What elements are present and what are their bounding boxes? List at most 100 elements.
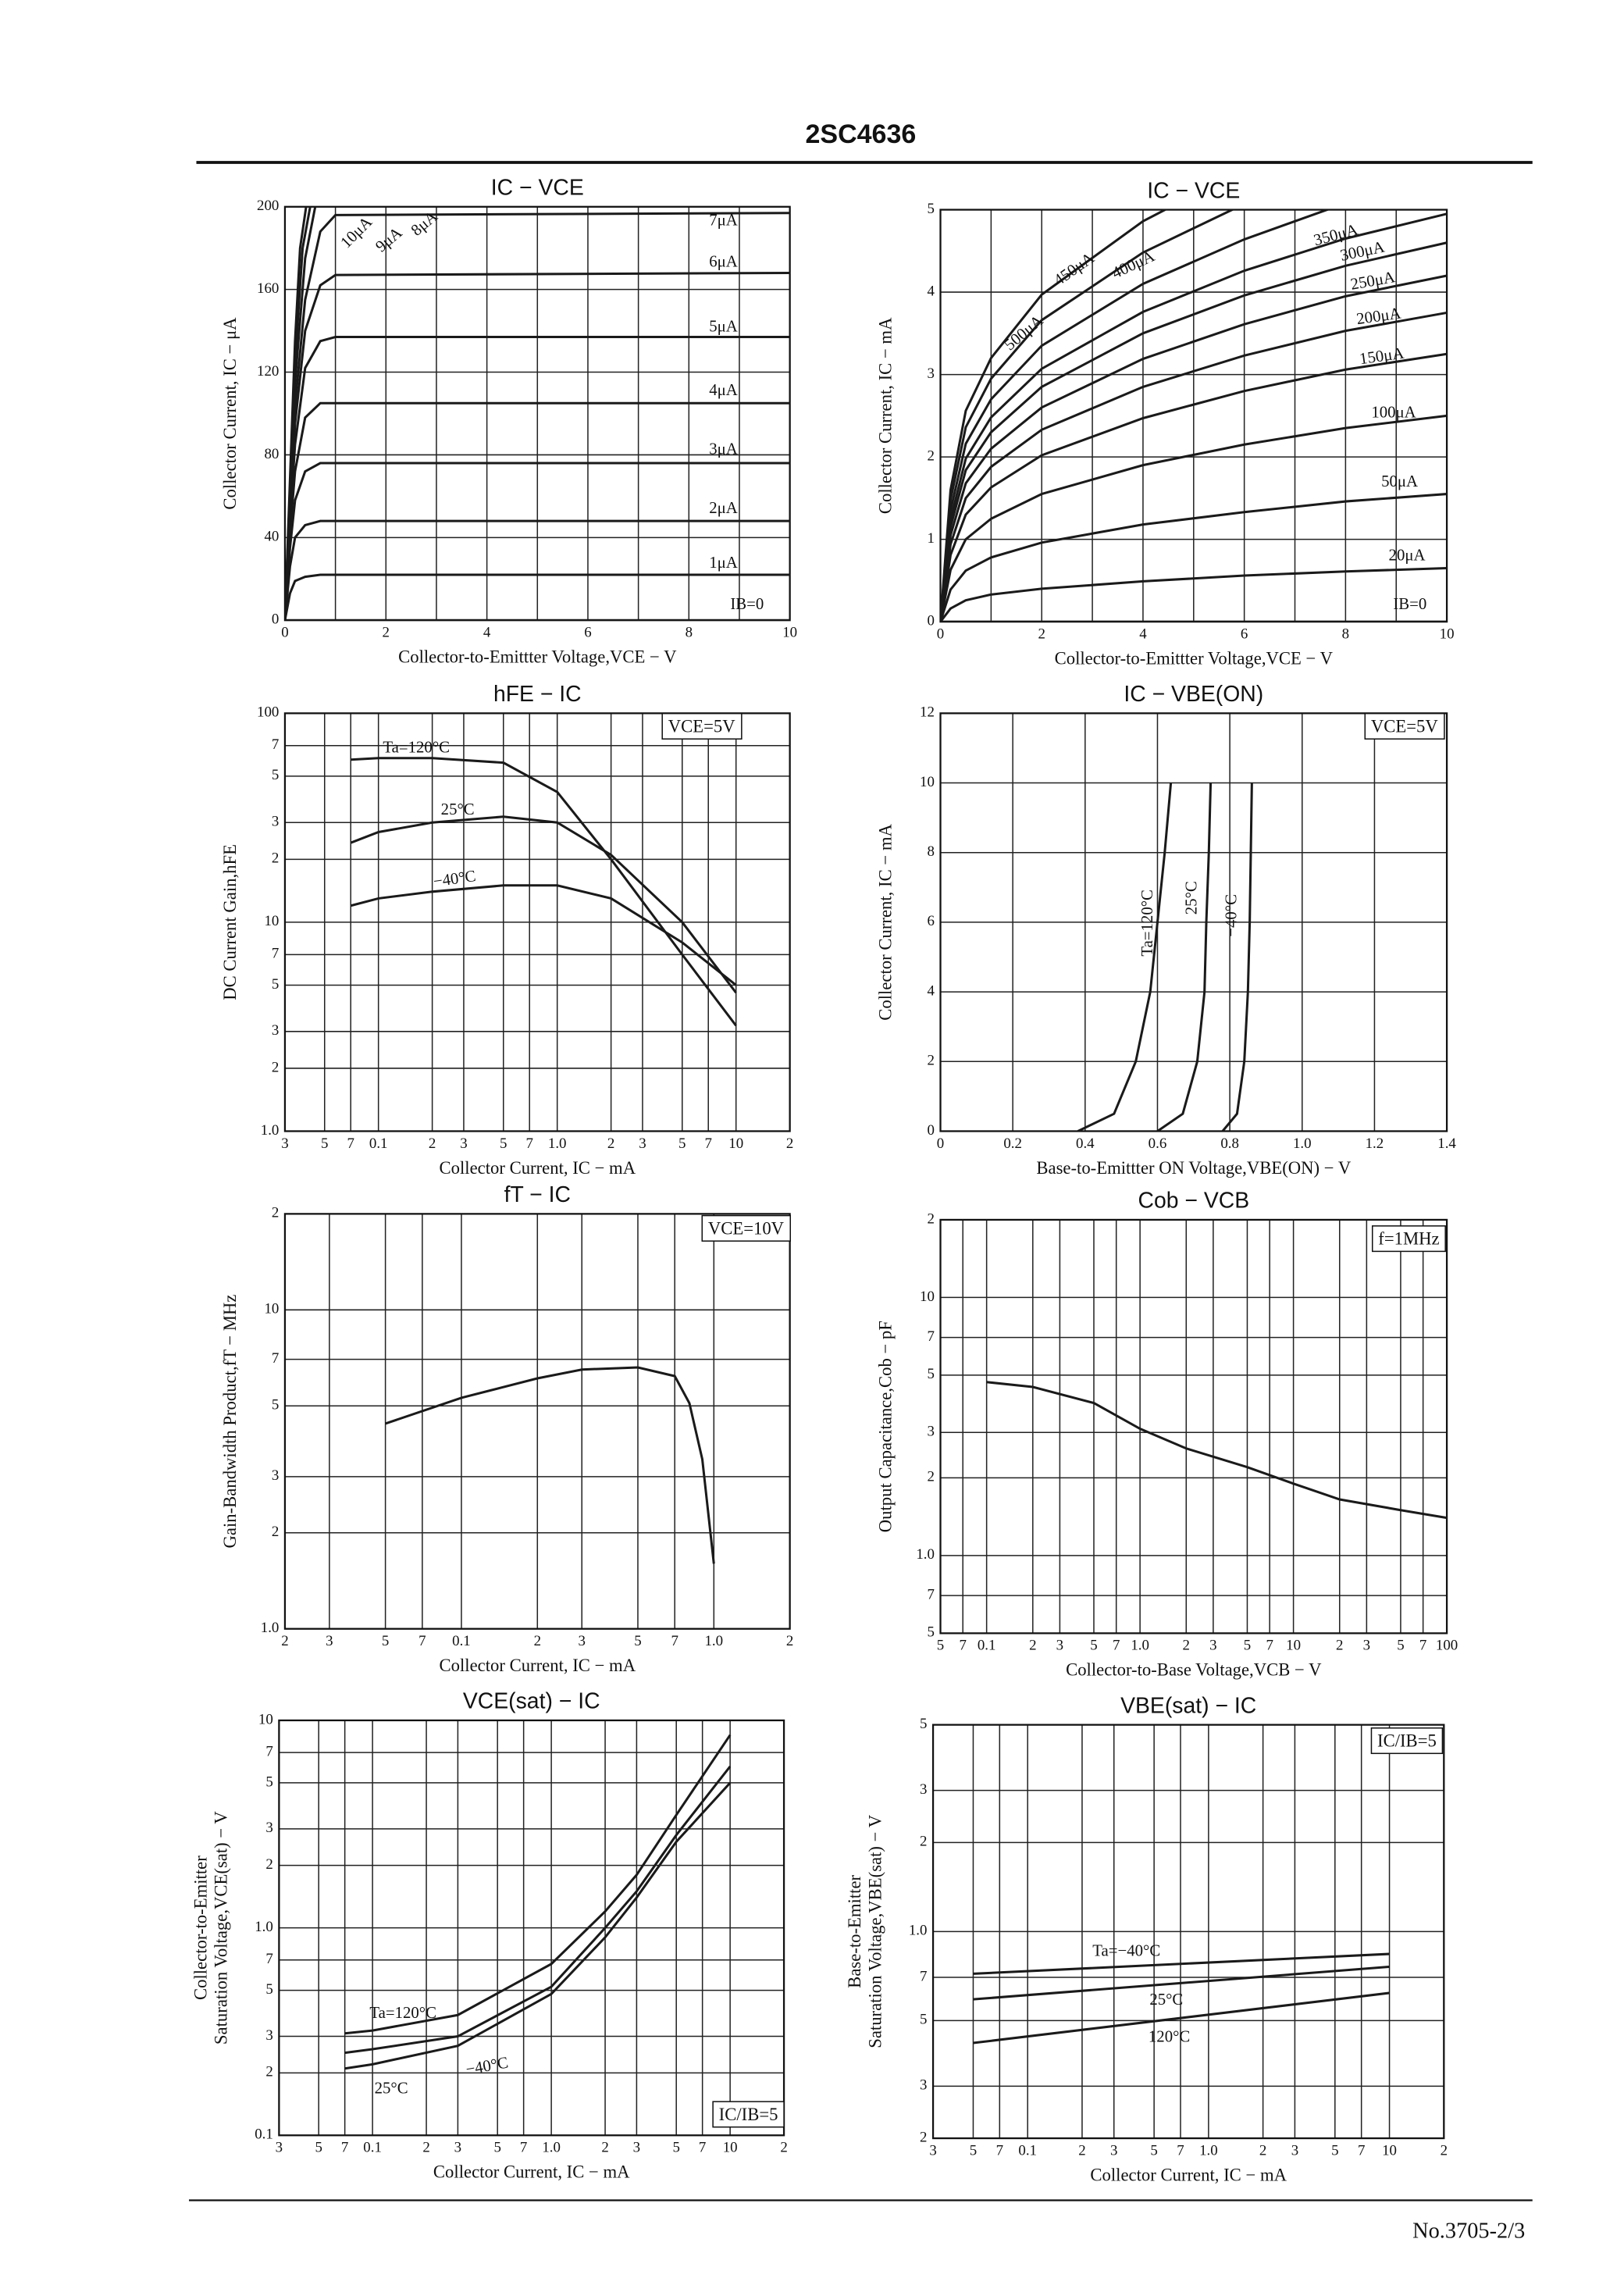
series-label: 2μA (709, 499, 738, 517)
x-tick-label: 3 (639, 1135, 646, 1152)
y-tick-label: 80 (264, 446, 279, 462)
y-tick-label: 0.1 (255, 2126, 273, 2143)
x-axis-label: Collector-to-Emittter Voltage,VCE − V (1055, 648, 1334, 668)
chart-title: VBE(sat) − IC (1120, 1693, 1256, 1718)
x-tick-label: 5 (634, 1633, 641, 1649)
y-axis-label: Base-to-Emitter (845, 1874, 864, 1987)
y-tick-label: 1.0 (261, 1620, 280, 1636)
plot-frame (278, 1719, 785, 2137)
note-box (661, 712, 743, 740)
chart-title: IC − VCE (491, 176, 584, 201)
plot-frame (931, 1724, 1445, 2140)
x-tick-label: 2 (1038, 626, 1045, 642)
x-tick-label: 5 (321, 1135, 328, 1152)
x-tick-label: 2 (1078, 2142, 1085, 2159)
note-box (1371, 1225, 1446, 1253)
x-tick-label: 2 (786, 1633, 793, 1649)
x-tick-label: 7 (1358, 2142, 1365, 2159)
x-tick-label: 5 (382, 1633, 389, 1649)
series-label: 5μA (709, 318, 738, 336)
y-tick-label: 7 (265, 1743, 272, 1759)
x-axis-label: Base-to-Emittter ON Voltage,VBE(ON) − V (1036, 1158, 1351, 1178)
curve (973, 1991, 1390, 2044)
series-label: −40°C (432, 867, 476, 890)
y-tick-label: 160 (257, 280, 279, 297)
x-tick-label: 0.4 (1076, 1135, 1095, 1152)
x-tick-label: 5 (678, 1135, 686, 1152)
x-tick-label: 5 (672, 2140, 679, 2156)
x-tick-label: 0.1 (1018, 2142, 1037, 2159)
series-label: 120°C (1149, 2027, 1190, 2045)
x-tick-label: 2 (383, 625, 390, 641)
y-tick-label: 5 (272, 976, 279, 993)
y-tick-label: 3 (920, 2077, 927, 2094)
y-tick-label: 2 (272, 850, 279, 867)
curve (284, 206, 308, 621)
y-tick-label: 5 (927, 1624, 934, 1641)
x-axis-label: Collector Current, IC − mA (439, 1158, 636, 1178)
x-tick-label: 10 (723, 2140, 738, 2156)
x-axis-label: Collector Current, IC − mA (433, 2162, 630, 2182)
y-tick-label: 2 (272, 1524, 279, 1540)
y-tick-label: 120 (257, 363, 279, 380)
x-tick-label: 2 (607, 1135, 614, 1152)
curve (350, 815, 737, 994)
y-axis-label: Gain-Bandwidth Product,fT − MHz (220, 1295, 240, 1549)
y-axis-label: DC Current Gain,hFE (220, 844, 240, 1000)
x-tick-label: 7 (671, 1633, 678, 1649)
plot-area (940, 209, 1448, 622)
note: f=1MHz (1378, 1229, 1439, 1249)
plot-frame (939, 712, 1448, 1132)
y-tick-label: 2 (272, 1059, 279, 1075)
x-tick-label: 0.1 (369, 1135, 388, 1152)
x-tick-label: 7 (699, 2140, 706, 2156)
x-tick-label: 7 (704, 1135, 711, 1152)
x-tick-label: 7 (347, 1135, 354, 1152)
note: IC/IB=5 (719, 2105, 778, 2124)
x-tick-label: 3 (1110, 2142, 1117, 2159)
y-tick-label: 1.0 (255, 1919, 273, 1935)
y-tick-label: 3 (265, 1820, 272, 1836)
y-axis-label: Collector Current, IC − mA (876, 824, 896, 1021)
y-tick-label: 7 (920, 1968, 927, 1984)
y-tick-label: 10 (264, 1301, 279, 1317)
y-tick-label: 2 (927, 447, 934, 464)
x-tick-label: 2 (1259, 2142, 1266, 2159)
y-tick-label: 7 (927, 1328, 934, 1345)
series-label: IB=0 (730, 595, 764, 613)
y-tick-label: 7 (272, 736, 279, 753)
x-tick-label: 5 (1090, 1638, 1097, 1654)
y-tick-label: 7 (265, 1951, 272, 1967)
x-tick-label: 3 (1291, 2142, 1298, 2159)
x-tick-label: 6 (584, 625, 591, 641)
chart-title: VCE(sat) − IC (463, 1689, 600, 1714)
x-tick-label: 2 (1336, 1638, 1343, 1654)
page-number: No.3705-2/3 (1412, 2219, 1525, 2244)
x-tick-label: 5 (315, 2140, 322, 2156)
series-label: 25°C (441, 800, 475, 818)
x-tick-label: 7 (996, 2142, 1003, 2159)
curve (344, 1765, 732, 2055)
note-box (712, 2101, 785, 2128)
curve (940, 209, 1331, 622)
x-tick-label: 2 (780, 2140, 787, 2156)
curve (1156, 783, 1213, 1132)
series-label: 250μA (1349, 268, 1396, 294)
curve (385, 1366, 715, 1564)
plot-frame (283, 712, 791, 1132)
x-tick-label: 3 (276, 2140, 283, 2156)
series-label: 4μA (709, 381, 738, 399)
x-tick-label: 3 (633, 2140, 640, 2156)
y-tick-label: 3 (272, 1467, 279, 1484)
series-label: 25°C (1149, 1991, 1183, 2009)
plot-area (344, 1734, 732, 2070)
series-label: 3μA (709, 440, 738, 458)
x-axis-label: Collector Current, IC − mA (1090, 2165, 1287, 2184)
x-tick-label: 2 (601, 2140, 608, 2156)
curve (350, 884, 737, 986)
series-label: −40°C (1223, 894, 1241, 937)
curve (940, 493, 1448, 622)
chart-title: IC − VCE (1147, 178, 1240, 203)
series-label: Ta=120°C (369, 2004, 436, 2022)
